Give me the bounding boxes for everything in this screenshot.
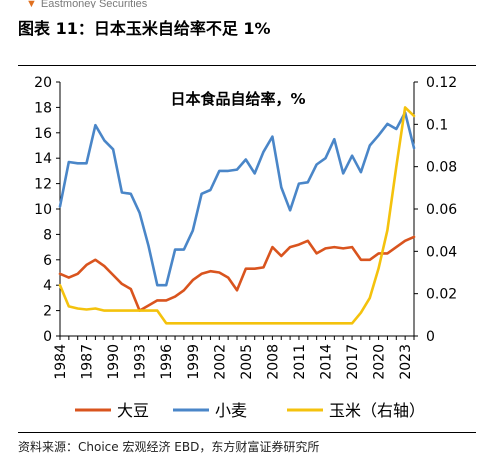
left-tick-label: 20: [34, 75, 52, 91]
top-divider: [18, 65, 476, 66]
brand-watermark: ▼ Eastmoney Securities: [26, 0, 147, 8]
left-tick-label: 12: [34, 177, 52, 193]
right-tick-label: 0.1: [426, 117, 448, 133]
right-tick-label: 0.08: [426, 160, 457, 176]
x-tick-label: 2014: [319, 344, 335, 380]
left-tick-label: 10: [34, 202, 52, 218]
x-tick-label: 2017: [345, 344, 361, 380]
right-tick-label: 0: [426, 329, 435, 345]
left-tick-label: 2: [43, 304, 52, 320]
figure-title: 图表 11：日本玉米自给率不足 1%: [18, 19, 271, 38]
left-tick-label: 18: [34, 100, 52, 116]
x-tick-label: 2023: [398, 344, 414, 380]
x-tick-label: 2002: [212, 344, 228, 380]
x-tick-label: 1993: [133, 344, 149, 380]
source-note: 资料来源：Choice 宏观经济 EBD，东方财富证券研究所: [18, 440, 320, 454]
bottom-divider: [18, 432, 476, 433]
legend-label: 小麦: [215, 401, 247, 420]
chart-title: 日本食品自给率，%: [170, 90, 305, 108]
series-line: [58, 106, 416, 325]
x-tick-label: 2008: [265, 344, 281, 380]
left-tick-label: 8: [43, 227, 52, 243]
x-tick-label: 2020: [372, 344, 388, 380]
left-tick-label: 0: [43, 329, 52, 345]
series-line: [58, 111, 416, 287]
x-tick-label: 1996: [159, 344, 175, 380]
right-tick-label: 0.06: [426, 202, 457, 218]
x-tick-label: 1999: [186, 344, 202, 380]
left-tick-label: 16: [34, 126, 52, 142]
left-tick-label: 14: [34, 151, 52, 167]
right-tick-label: 0.02: [426, 287, 457, 303]
legend-label: 玉米（右轴）: [329, 401, 425, 420]
left-tick-label: 4: [43, 278, 52, 294]
x-tick-label: 1984: [53, 344, 69, 380]
legend-label: 大豆: [117, 401, 149, 420]
x-tick-label: 1987: [80, 344, 96, 380]
brand-triangle-icon: ▼: [26, 0, 37, 8]
series-line: [58, 235, 416, 312]
x-tick-label: 1990: [106, 344, 122, 380]
right-tick-label: 0.12: [426, 75, 457, 91]
left-tick-label: 6: [43, 253, 52, 269]
x-tick-label: 2011: [292, 344, 308, 380]
x-tick-label: 2005: [239, 344, 255, 380]
right-tick-label: 0.04: [426, 244, 457, 260]
brand-name: Eastmoney Securities: [40, 0, 148, 8]
